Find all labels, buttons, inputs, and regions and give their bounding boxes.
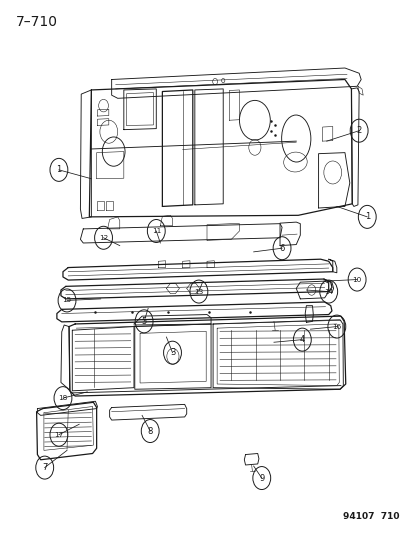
Text: 11: 11 <box>151 228 161 234</box>
Text: 10: 10 <box>351 277 361 282</box>
Text: 14: 14 <box>323 288 332 295</box>
Text: 7: 7 <box>42 463 47 472</box>
Text: 13: 13 <box>194 288 203 295</box>
Text: 4: 4 <box>299 335 304 344</box>
Text: 15: 15 <box>62 297 71 303</box>
Text: 94107  710: 94107 710 <box>342 512 399 521</box>
Text: 2: 2 <box>356 126 361 135</box>
Text: 8: 8 <box>147 426 152 435</box>
Text: 9: 9 <box>259 473 264 482</box>
Text: 5: 5 <box>141 317 146 326</box>
Text: 3: 3 <box>169 348 175 357</box>
Text: 1: 1 <box>56 165 62 174</box>
Text: 18: 18 <box>58 395 67 401</box>
Text: 12: 12 <box>99 235 108 241</box>
Text: 17: 17 <box>54 432 63 438</box>
Text: 16: 16 <box>331 324 341 329</box>
Text: 7–710: 7–710 <box>15 15 57 29</box>
Text: 1: 1 <box>364 212 369 221</box>
Text: 6: 6 <box>279 244 284 253</box>
